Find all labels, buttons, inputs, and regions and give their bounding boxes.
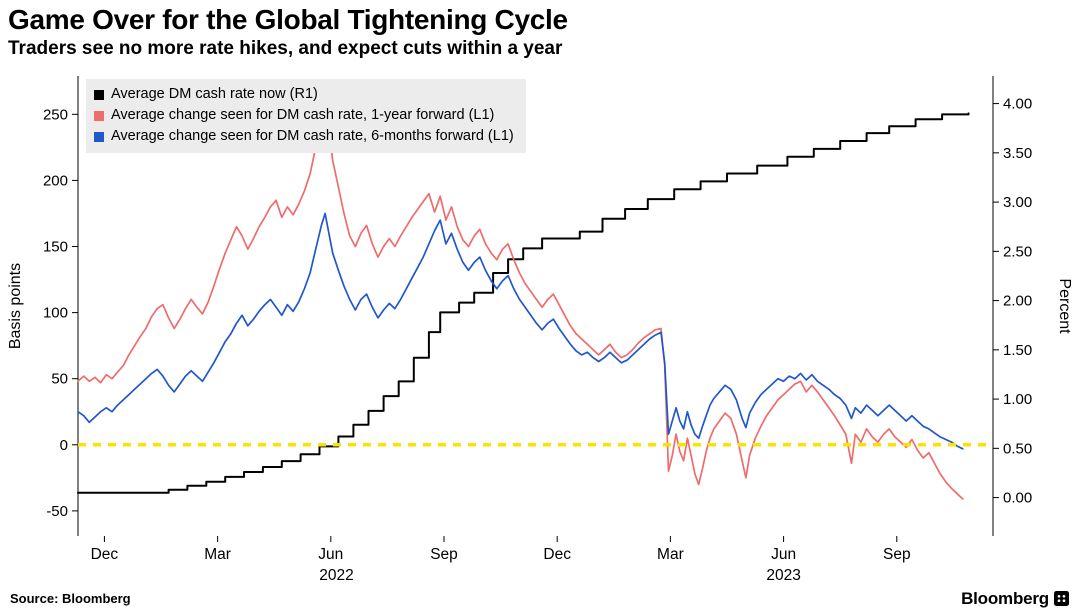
right-tick-label: 4.00 — [1003, 96, 1032, 113]
x-tick-label: Sep — [883, 546, 911, 563]
bloomberg-terminal-icon — [1054, 591, 1069, 606]
x-year-label: 2023 — [766, 567, 800, 584]
chart-subtitle: Traders see no more rate hikes, and expe… — [8, 38, 563, 59]
right-tick-label: 1.50 — [1003, 342, 1032, 359]
right-tick-label: 0.00 — [1003, 490, 1032, 507]
legend-label: Average change seen for DM cash rate, 1-… — [111, 107, 495, 123]
right-tick-label: 3.00 — [1003, 194, 1032, 211]
right-tick-label: 2.50 — [1003, 243, 1032, 260]
chart-header: Game Over for the Global Tightening Cycl… — [0, 4, 1079, 66]
left-tick-label: 50 — [51, 371, 68, 388]
right-tick-label: 2.00 — [1003, 293, 1032, 310]
x-year-label: 2022 — [319, 567, 353, 584]
right-tick-label: 3.50 — [1003, 145, 1032, 162]
left-tick-label: 200 — [43, 172, 68, 189]
source-label: Source: Bloomberg — [10, 591, 131, 606]
series-1-year-forward — [77, 105, 964, 500]
x-tick-label: Jun — [318, 546, 343, 563]
x-tick-label: Sep — [430, 546, 458, 563]
legend-swatch-icon — [94, 110, 104, 121]
right-tick-label: 0.50 — [1003, 440, 1032, 457]
x-tick-label: Dec — [91, 546, 119, 563]
legend-label: Average DM cash rate now (R1) — [111, 86, 318, 102]
left-tick-label: 100 — [43, 305, 68, 322]
chart-plot: -50 0 50 100 150 200 250 0.00 0.50 1.00 1.50 2.00 2.… — [43, 76, 1032, 584]
x-tick-label: Mar — [204, 546, 231, 563]
chart-footer: Source: Bloomberg Bloomberg — [0, 586, 1079, 611]
legend-swatch-icon — [94, 131, 104, 142]
legend-swatch-icon — [94, 89, 104, 100]
left-axis-title: Basis points — [7, 262, 24, 350]
chart-legend: Average DM cash rate now (R1) Average cha… — [86, 79, 526, 153]
x-tick-label: Dec — [543, 546, 571, 563]
chart-title: Game Over for the Global Tightening Cycl… — [8, 4, 568, 35]
x-tick-label: Mar — [657, 546, 684, 563]
legend-label: Average change seen for DM cash rate, 6-… — [111, 128, 514, 144]
left-tick-label: 250 — [43, 106, 68, 123]
left-tick-label: -50 — [46, 503, 68, 520]
right-tick-label: 1.00 — [1003, 391, 1032, 408]
series-dm-cash-rate-now — [77, 112, 970, 494]
x-tick-label: Jun — [771, 546, 796, 563]
bloomberg-logo-text: Bloomberg — [961, 588, 1049, 608]
right-axis-title: Percent — [1056, 278, 1073, 334]
chart-area: -50 0 50 100 150 200 250 0.00 0.50 1.00 1.50 2.00 2.… — [0, 66, 1079, 586]
legend-item: Average DM cash rate now (R1) — [94, 84, 514, 105]
bloomberg-logo: Bloomberg — [961, 589, 1069, 609]
series-6-months-forward — [77, 212, 964, 450]
left-tick-label: 150 — [43, 239, 68, 256]
legend-item: Average change seen for DM cash rate, 1-… — [94, 105, 514, 126]
left-tick-label: 0 — [60, 437, 68, 454]
legend-item: Average change seen for DM cash rate, 6-… — [94, 126, 514, 147]
